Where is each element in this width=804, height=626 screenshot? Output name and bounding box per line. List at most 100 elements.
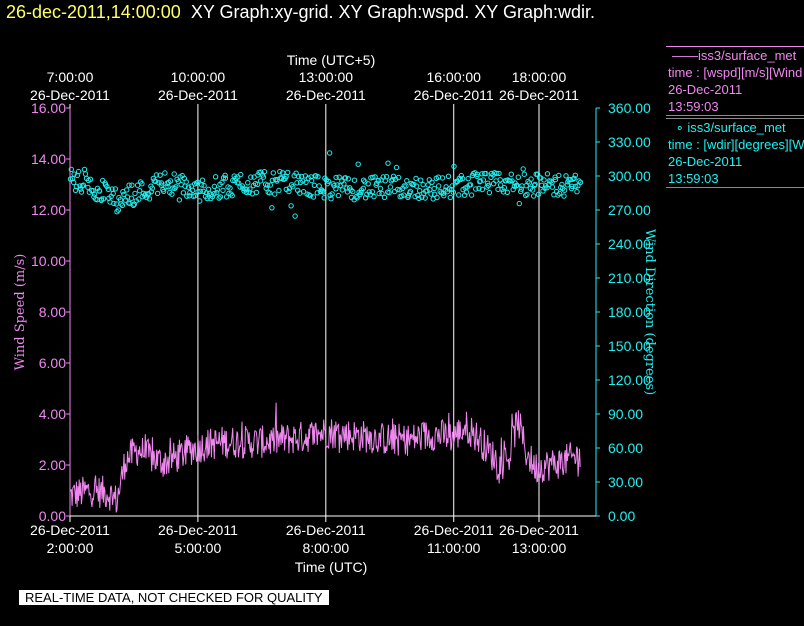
wdir-point-258	[329, 191, 335, 197]
wdir-point-376	[449, 183, 455, 189]
wdir-point-115	[184, 193, 190, 199]
wdir-point-330	[403, 183, 409, 189]
wdir-point-422	[496, 170, 502, 177]
wdir-point-13	[80, 182, 87, 188]
wdir-point-265	[336, 174, 342, 180]
wdir-point-458	[532, 181, 538, 188]
left-tick-label-2: 4.00	[39, 406, 66, 422]
wdir-point-443	[518, 188, 524, 195]
wdir-point-125	[195, 179, 201, 185]
wdir-point-264	[335, 192, 342, 199]
wdir-point-347	[420, 181, 426, 188]
wdir-point-111	[180, 190, 187, 196]
wdir-point-0	[67, 176, 74, 182]
wdir-point-126	[195, 189, 201, 195]
wdir-point-374	[447, 194, 453, 201]
wdir-point-324	[397, 187, 403, 193]
wdir-point-149	[219, 179, 225, 186]
header: 26-dec-2011,14:00:00 XY Graph:xy-grid. X…	[0, 0, 804, 28]
wdir-point-215	[286, 188, 292, 195]
wdir-point-232	[303, 179, 309, 186]
wdir-point-148	[217, 194, 224, 200]
wdir-point-297	[369, 189, 375, 195]
wdir-point-415	[488, 170, 495, 177]
wdir-point-263	[334, 182, 341, 188]
wdir-point-159	[229, 193, 235, 199]
wdir-point-236	[307, 193, 313, 199]
wdir-point-124	[194, 180, 200, 186]
wdir-point-368	[441, 193, 447, 199]
wdir-point-9	[77, 183, 83, 189]
wdir-point-99	[167, 178, 174, 184]
legend-wdir-time: 13:59:03	[668, 171, 719, 186]
wdir-point-349	[422, 195, 428, 201]
wdir-point-442	[516, 200, 522, 207]
wdir-point-187	[257, 178, 264, 184]
wdir-point-454	[528, 176, 534, 182]
bottom-tick-date-3: 26-Dec-2011	[414, 522, 494, 538]
wdir-point-92	[161, 188, 167, 195]
wdir-point-316	[388, 178, 394, 184]
wdir-point-132	[201, 182, 207, 189]
wdir-point-104	[173, 184, 179, 190]
left-tick-label-1: 2.00	[39, 457, 66, 473]
wdir-point-427	[501, 185, 507, 191]
wdir-point-228	[298, 173, 305, 180]
wdir-point-70	[139, 181, 145, 187]
wdir-point-254	[325, 178, 332, 185]
wdir-point-81	[149, 185, 156, 191]
wdir-point-62	[130, 202, 137, 209]
header-graph-titles: XY Graph:xy-grid. XY Graph:wspd. XY Grap…	[190, 2, 596, 22]
right-tick-label-9: 270.00	[608, 202, 651, 218]
top-tick-time-1: 10:00:00	[171, 69, 226, 85]
wdir-point-14	[81, 166, 88, 173]
top-tick-date-2: 26-Dec-2011	[286, 87, 366, 103]
wdir-point-434	[508, 171, 514, 177]
right-tick-label-3: 90.00	[608, 406, 643, 422]
wdir-point-323	[395, 174, 402, 181]
wdir-point-409	[483, 170, 489, 177]
wdir-point-249	[320, 189, 326, 195]
wdir-point-363	[436, 183, 442, 189]
wdir-point-336	[408, 180, 414, 187]
right-tick-label-10: 300.00	[608, 168, 651, 184]
wdir-point-466	[541, 177, 547, 183]
wdir-point-322	[395, 186, 401, 193]
wdir-point-100	[169, 191, 175, 197]
top-tick-date-4: 26-Dec-2011	[499, 87, 579, 103]
wdir-point-243	[314, 190, 320, 196]
wdir-point-355	[428, 191, 434, 197]
wdir-point-400	[474, 173, 480, 180]
bottom-tick-time-0: 2:00:00	[47, 540, 94, 556]
wdir-point-281	[353, 194, 359, 200]
wdir-point-321	[393, 164, 400, 171]
wdir-point-480	[555, 192, 561, 198]
wdir-point-331	[404, 178, 410, 184]
wdir-point-43	[111, 200, 117, 207]
legend-wspd-date: 26-Dec-2011	[668, 82, 743, 97]
wdir-point-168	[238, 171, 244, 178]
wdir-point-486	[561, 193, 567, 199]
wdir-point-106	[175, 178, 182, 185]
wdir-point-420	[494, 170, 500, 177]
right-tick-label-2: 60.00	[608, 440, 643, 456]
wdir-point-352	[425, 182, 431, 188]
wdir-point-377	[450, 189, 456, 195]
legend-wdir-variable: time : [wdir][degrees][W	[668, 137, 804, 152]
wdir-point-239	[310, 194, 317, 200]
wdir-point-304	[376, 190, 382, 197]
wdir-point-202	[272, 176, 279, 183]
wdir-point-366	[439, 175, 446, 181]
wdir-point-446	[520, 166, 526, 172]
wdir-point-50	[118, 201, 124, 207]
wdir-point-221	[292, 213, 298, 219]
wdir-point-500	[575, 183, 581, 189]
wdir-point-298	[370, 174, 376, 181]
legend: ——iss3/surface_met time : [wspd][m/s][Wi…	[666, 46, 804, 188]
legend-wdir-date: 26-Dec-2011	[668, 154, 743, 169]
wdir-point-8	[75, 168, 82, 175]
right-tick-label-7: 210.00	[608, 270, 651, 286]
wdir-point-255	[326, 150, 333, 156]
wdir-point-307	[379, 190, 385, 197]
wdir-point-392	[465, 175, 471, 182]
